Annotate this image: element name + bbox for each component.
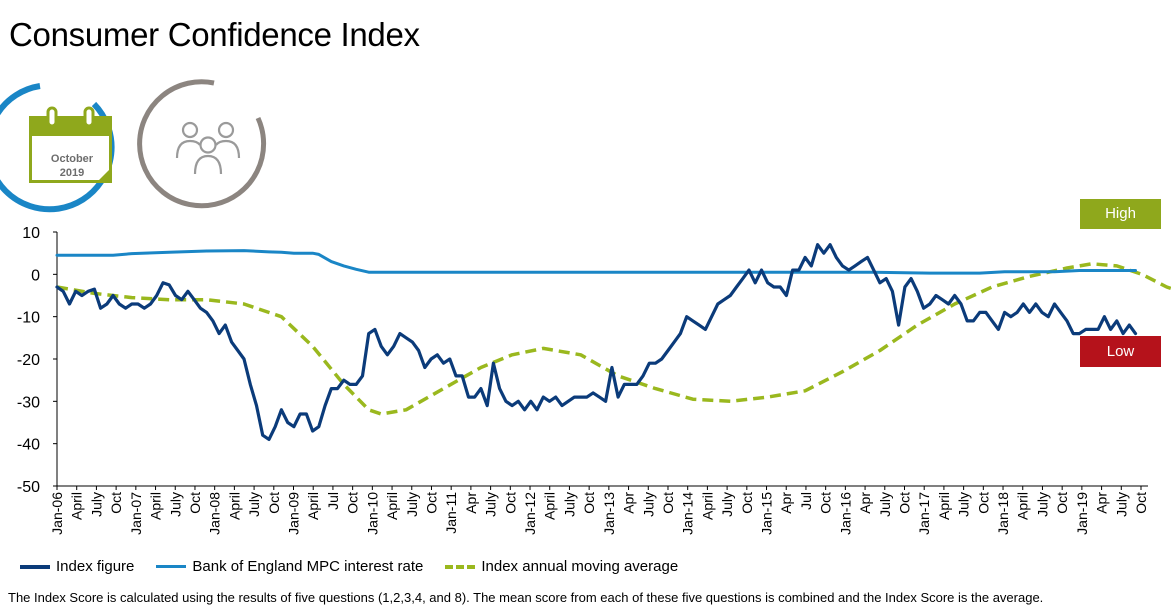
legend-swatch-boe [156,565,187,568]
footnote: The Index Score is calculated using the … [8,590,1044,605]
x-tick-label: Apr [463,492,479,514]
series-line-index [55,243,1138,441]
y-tick-label: -30 [17,394,40,411]
x-tick-label: Jan-19 [1074,492,1090,535]
legend-label-boe: Bank of England MPC interest rate [192,558,424,575]
legend-item-avg: Index annual moving average [445,558,678,575]
series-line-boe [55,249,1137,275]
calendar-month: October [51,153,94,165]
x-tick-label: April [699,492,715,520]
x-tick-label: Oct [660,492,676,514]
x-tick-label: Jan-11 [443,492,459,534]
x-tick-label: July [404,492,420,517]
x-tick-label: July [246,492,262,517]
x-tick-label: Oct [423,492,439,514]
low-badge: Low [1080,336,1161,367]
x-tick-label: Oct [739,492,755,514]
x-tick-label: April [384,492,400,520]
x-tick-label: July [483,492,499,517]
y-tick-label: 0 [31,267,40,284]
x-tick-label: Jan-18 [995,492,1011,535]
legend-label-index: Index figure [56,558,135,575]
x-tick-label: Apr [1094,492,1110,514]
x-tick-label: Jan-12 [522,492,538,535]
x-tick-label: July [561,492,577,517]
y-tick-label: -40 [17,437,40,454]
x-tick-label: Apr [857,492,873,514]
x-tick-label: Jan-16 [837,492,853,535]
x-tick-label: July [719,492,735,517]
x-tick-label: Jan-07 [128,492,144,535]
header-icons: October 2019 [0,79,267,213]
series-line-avg [56,262,1171,416]
x-tick-label: July [877,492,893,517]
x-tick-label: Oct [1133,492,1149,514]
y-tick-label: 10 [22,225,40,242]
legend-item-boe: Bank of England MPC interest rate [156,558,423,575]
x-tick-label: July [1113,492,1129,517]
x-tick-label: Jan-10 [364,492,380,535]
x-tick-label: April [226,492,242,520]
x-tick-label: Jan-13 [601,492,617,535]
x-tick-label: Oct [896,492,912,514]
x-tick-label: Jan-17 [916,492,932,535]
x-tick-label: April [1015,492,1031,520]
x-tick-label: Jul [325,492,341,510]
x-tick-label: Jan-06 [49,492,65,535]
x-tick-label: July [88,492,104,517]
x-tick-label: Oct [581,492,597,514]
x-tick-label: Oct [818,492,834,514]
x-tick-label: Oct [108,492,124,514]
x-tick-label: Jan-14 [680,492,696,535]
chart-legend: Index figure Bank of England MPC interes… [20,558,700,575]
x-tick-label: July [640,492,656,517]
x-tick-label: Jan-15 [759,492,775,535]
x-tick-label: April [936,492,952,520]
x-tick-label: Apr [778,492,794,514]
x-tick-label: Oct [975,492,991,514]
x-tick-label: July [956,492,972,517]
legend-label-avg: Index annual moving average [481,558,679,575]
chart-series [55,243,1171,441]
people-icon [137,79,267,209]
calendar-year: 2019 [60,167,84,179]
x-tick-label: Oct [345,492,361,514]
x-tick-label: Oct [187,492,203,514]
legend-item-index: Index figure [20,558,134,575]
high-badge: High [1080,199,1161,229]
x-tick-label: Jan-08 [207,492,223,535]
y-tick-label: -10 [17,310,40,327]
x-tick-label: July [1034,492,1050,517]
x-tick-label: April [542,492,558,520]
x-tick-label: Jul [798,492,814,510]
x-tick-label: Jan-09 [286,492,302,535]
x-tick-label: Oct [502,492,518,514]
x-tick-label: Apr [621,492,637,514]
x-tick-label: April [69,492,85,520]
legend-swatch-index [20,564,50,569]
x-tick-label: Oct [1054,492,1070,514]
x-tick-label: April [148,492,164,520]
x-tick-label: July [167,492,183,517]
y-tick-label: -20 [17,352,40,369]
x-tick-label: April [305,492,321,520]
calendar-icon: October 2019 [0,83,115,213]
x-tick-label: Oct [266,492,282,514]
page-title: Consumer Confidence Index [9,16,420,53]
y-tick-label: -50 [17,479,40,496]
legend-swatch-avg [445,564,476,569]
